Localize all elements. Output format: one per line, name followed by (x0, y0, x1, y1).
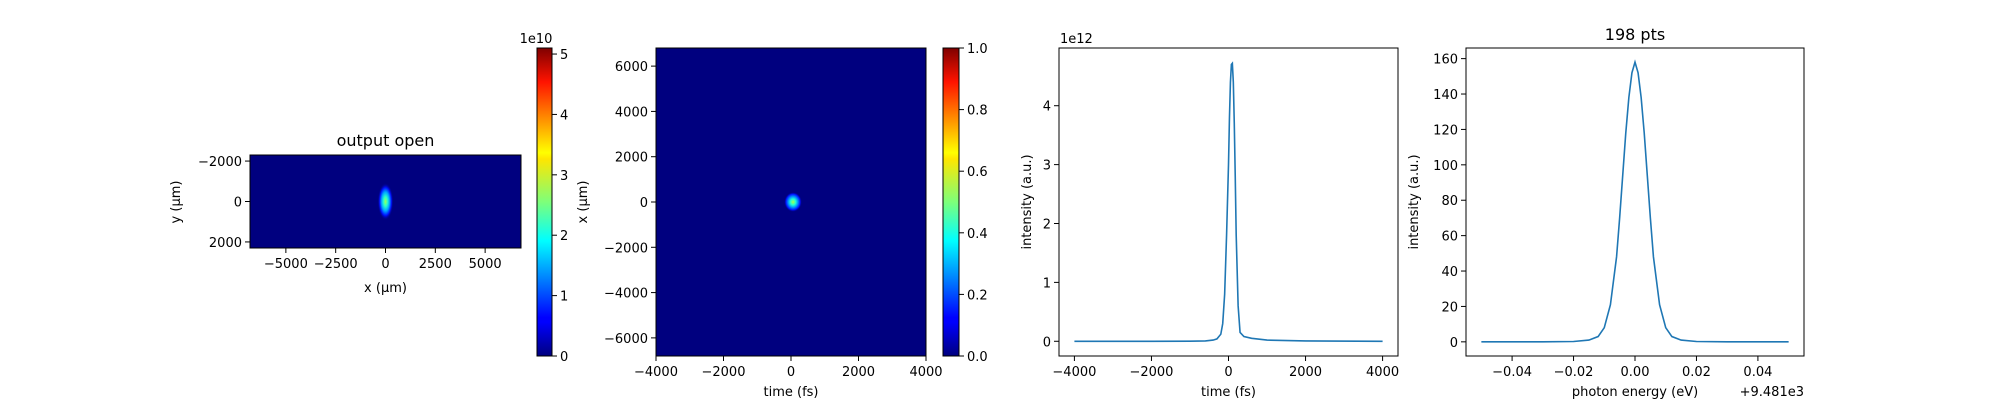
panel3-xtick-label: 0 (1224, 365, 1232, 380)
panel4-frame (1465, 47, 1805, 357)
panel2-xtick-label: 0 (787, 365, 795, 380)
panel2-xtick-label: 4000 (909, 365, 942, 380)
panel1-xtick-label: −5000 (264, 257, 308, 272)
panel3-ytick-label: 4 (1043, 100, 1051, 115)
panel1-ytick-label: 0 (234, 196, 242, 211)
panel3-xtick-label: 4000 (1366, 365, 1399, 380)
panel4-xtick-label: 0.02 (1682, 365, 1711, 380)
panel4-ytick-label: 80 (1441, 194, 1458, 209)
panel2-xtick-label: 2000 (842, 365, 875, 380)
panel3-xtick-label: −2000 (1129, 365, 1173, 380)
panel3-y-ticks: 0 1 2 3 4 (1043, 100, 1059, 350)
colorbar-1-tick-label: 1 (560, 290, 568, 305)
panel4-ytick-label: 20 (1441, 300, 1458, 315)
panel4-y-ticks: 0 20 40 60 80 100 120 140 160 (1433, 53, 1466, 351)
colorbar-1-tick-label: 5 (560, 48, 568, 63)
panel2-ytick-label: 0 (640, 196, 648, 211)
panel1-beam-spot (377, 182, 394, 221)
panel4-offset: +9.481e3 (1740, 385, 1804, 400)
panel2-x-ticks: −4000 −2000 0 2000 4000 (634, 356, 943, 380)
colorbar-2-tick-label: 0.8 (967, 104, 988, 119)
panel3-series-line (1074, 61, 1383, 343)
colorbar-2: 0.0 0.2 0.4 0.6 0.8 1.0 (942, 42, 988, 365)
panel1-ytick-label: 2000 (209, 236, 242, 251)
panel2-ytick-label: −2000 (604, 241, 648, 256)
colorbar-1-offset: 1e10 (520, 32, 553, 47)
panel3-offset: 1e12 (1060, 32, 1093, 47)
panel4-ytick-label: 40 (1441, 265, 1458, 280)
colorbar-2-gradient (942, 47, 960, 357)
colorbar-2-tick-label: 0.4 (967, 227, 988, 242)
colorbar-1: 0 1 2 3 4 5 1e10 (520, 32, 569, 365)
panel1-xlabel: x (μm) (364, 281, 407, 296)
colorbar-2-tick-label: 1.0 (967, 42, 988, 57)
panel1-title: output open (337, 131, 435, 150)
panel1-xtick-label: 2500 (419, 257, 452, 272)
panel-output-open: output open −5000 −2500 0 2500 5000 −2000 0 20… (169, 131, 522, 296)
panel4-ylabel: intensity (a.u.) (1407, 154, 1422, 249)
panel4-x-ticks: −0.04 −0.02 0.00 0.02 0.04 (1492, 356, 1772, 380)
panel2-ytick-label: 2000 (615, 151, 648, 166)
panel1-xtick-label: 5000 (469, 257, 502, 272)
panel4-ytick-label: 100 (1433, 159, 1458, 174)
panel3-ytick-label: 1 (1043, 276, 1051, 291)
panel1-x-ticks: −5000 −2500 0 2500 5000 (264, 248, 502, 272)
panel2-ytick-label: 6000 (615, 60, 648, 75)
panel2-y-ticks: −6000 −4000 −2000 0 2000 4000 6000 (604, 60, 656, 347)
panel3-frame (1058, 47, 1399, 357)
panel2-ytick-label: −4000 (604, 287, 648, 302)
colorbar-1-tick-label: 0 (560, 350, 568, 365)
panel2-beam-spot (784, 192, 802, 212)
panel4-ytick-label: 0 (1450, 336, 1458, 351)
colorbar-1-ticks: 0 1 2 3 4 5 (552, 48, 568, 365)
panel3-ytick-label: 3 (1043, 159, 1051, 174)
colorbar-1-tick-label: 4 (560, 108, 568, 123)
colorbar-1-tick-label: 3 (560, 169, 568, 184)
panel4-xtick-label: −0.02 (1554, 365, 1594, 380)
panel2-xtick-label: −2000 (702, 365, 746, 380)
panel4-ytick-label: 140 (1433, 88, 1458, 103)
panel2-xtick-label: −4000 (634, 365, 678, 380)
panel2-ylabel: x (μm) (576, 181, 591, 224)
panel1-xtick-label: 0 (381, 257, 389, 272)
panel4-xtick-label: 0.00 (1621, 365, 1650, 380)
colorbar-2-tick-label: 0.2 (967, 288, 988, 303)
panel4-xtick-label: 0.04 (1743, 365, 1772, 380)
panel4-ytick-label: 120 (1433, 123, 1458, 138)
panel4-ytick-label: 60 (1441, 230, 1458, 245)
panel3-xlabel: time (fs) (1201, 385, 1256, 400)
panel3-xtick-label: −4000 (1052, 365, 1096, 380)
panel3-xtick-label: 2000 (1289, 365, 1322, 380)
panel1-xtick-label: −2500 (314, 257, 358, 272)
panel1-ytick-label: −2000 (198, 155, 242, 170)
panel4-title: 198 pts (1605, 25, 1665, 44)
panel4-xlabel: photon energy (eV) (1572, 385, 1698, 400)
panel-spectrum: 198 pts −0.04 −0.02 0.00 0.02 0.04 0 20 40 60 80… (1407, 25, 1805, 400)
panel-temporal-intensity: −4000 −2000 0 2000 4000 0 1 2 3 4 1e12 time (fs)… (1020, 32, 1399, 400)
colorbar-1-tick-label: 2 (560, 229, 568, 244)
colorbar-2-tick-label: 0.6 (967, 165, 988, 180)
colorbar-2-ticks: 0.0 0.2 0.4 0.6 0.8 1.0 (959, 42, 988, 365)
panel2-xlabel: time (fs) (764, 385, 819, 400)
colorbar-1-gradient (536, 47, 553, 357)
panel4-series-line (1481, 59, 1789, 343)
panel3-ylabel: intensity (a.u.) (1020, 154, 1035, 249)
panel3-x-ticks: −4000 −2000 0 2000 4000 (1052, 356, 1399, 380)
panel2-ytick-label: −6000 (604, 332, 648, 347)
panel3-ytick-label: 2 (1043, 217, 1051, 232)
colorbar-2-tick-label: 0.0 (967, 350, 988, 365)
panel4-xtick-label: −0.04 (1492, 365, 1532, 380)
panel3-ytick-label: 0 (1043, 335, 1051, 350)
panel-time-x-map: −4000 −2000 0 2000 4000 −6000 −4000 −2000 0 2000… (576, 47, 943, 400)
panel1-y-ticks: −2000 0 2000 (198, 155, 250, 251)
panel4-ytick-label: 160 (1433, 53, 1458, 68)
panel1-ylabel: y (μm) (169, 181, 184, 224)
panel2-ytick-label: 4000 (615, 105, 648, 120)
